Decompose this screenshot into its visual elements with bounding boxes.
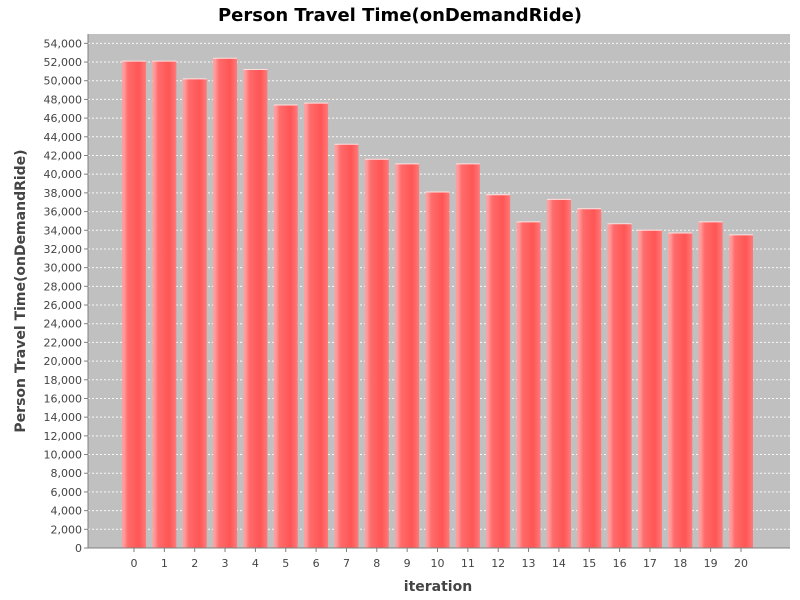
bar-highlight [152,61,156,549]
bar [152,61,177,549]
bar [546,199,571,548]
y-tick-label: 14,000 [44,411,83,424]
chart-title: Person Travel Time(onDemandRide) [218,5,582,26]
bar-highlight [243,69,247,548]
y-tick-label: 48,000 [44,93,83,106]
x-tick-label: 7 [343,557,350,570]
x-tick-label: 8 [373,557,380,570]
bar-highlight [698,221,702,549]
bar [304,103,329,548]
x-axis-label: iteration [404,579,472,595]
x-tick-label: 16 [613,557,627,570]
bar [637,230,662,548]
bar [213,58,238,548]
x-tick-label: 17 [643,557,657,570]
bar [364,159,389,548]
y-tick-label: 44,000 [44,131,83,144]
bar [243,69,268,548]
y-tick-label: 54,000 [44,37,83,50]
bar-highlight [729,234,732,548]
bar [334,144,359,548]
y-tick-label: 36,000 [44,206,83,219]
y-axis-label: Person Travel Time(onDemandRide) [13,149,29,432]
bars [122,57,753,549]
bar [182,78,207,548]
x-tick-label: 19 [704,557,718,570]
y-tick-label: 34,000 [44,224,83,237]
bar-highlight [304,103,308,548]
y-tick-label: 42,000 [44,149,83,162]
x-tick-label: 10 [431,557,445,570]
y-tick-label: 2,000 [51,523,83,536]
bar-highlight [122,61,125,549]
x-tick-label: 6 [313,557,320,570]
x-tick-label: 3 [222,557,229,570]
x-tick-label: 20 [734,557,748,570]
bar-highlight [546,199,550,548]
y-tick-label: 20,000 [44,355,83,368]
y-tick-label: 38,000 [44,187,83,200]
bar-highlight [273,105,277,548]
x-tick-label: 0 [131,557,138,570]
y-tick-label: 18,000 [44,374,83,387]
y-tick-label: 26,000 [44,299,83,312]
bar [577,208,602,548]
bar-highlight [395,163,399,548]
y-tick-label: 4,000 [51,505,83,518]
bar [607,223,632,549]
y-tick-label: 40,000 [44,168,83,181]
bar [698,221,723,549]
x-tick-label: 9 [404,557,411,570]
x-tick-label: 12 [491,557,505,570]
y-tick-label: 32,000 [44,243,83,256]
bar-highlight [486,194,490,548]
bar-highlight [607,223,611,549]
x-tick-label: 15 [582,557,596,570]
x-tick-label: 1 [161,557,168,570]
bar-highlight [637,230,641,548]
y-axis-ticks: 0 2,000 4,000 6,000 8,000 10,000 12,000 14,000 1… [44,37,88,555]
bar [395,163,420,548]
y-tick-label: 16,000 [44,392,83,405]
bar-highlight [668,233,672,549]
x-axis-ticks: 0 1 2 3 4 5 6 7 8 9 10 11 12 13 14 15 16 17 18 19 20 [131,548,748,570]
y-tick-label: 8,000 [51,467,83,480]
bar [729,234,753,548]
bar-highlight [516,221,520,549]
y-tick-label: 46,000 [44,112,83,125]
bar-highlight [425,191,429,549]
bar-highlight [213,58,217,548]
x-tick-label: 13 [522,557,536,570]
bar-highlight [334,144,338,548]
bar [516,221,541,549]
y-tick-label: 24,000 [44,318,83,331]
bar [273,105,298,548]
y-tick-label: 12,000 [44,430,83,443]
y-tick-label: 50,000 [44,75,83,88]
bar [486,194,511,548]
y-tick-label: 0 [75,542,82,555]
x-tick-label: 14 [552,557,566,570]
x-tick-label: 18 [673,557,687,570]
y-tick-label: 30,000 [44,262,83,275]
bar-highlight [364,159,368,548]
y-tick-label: 22,000 [44,336,83,349]
bar-highlight [577,208,581,548]
x-tick-label: 4 [252,557,259,570]
y-tick-label: 52,000 [44,56,83,69]
bar-highlight [455,163,459,548]
bar [122,61,146,549]
x-tick-label: 2 [191,557,198,570]
x-tick-label: 11 [461,557,475,570]
bar [455,163,480,548]
bar [668,233,693,549]
y-tick-label: 10,000 [44,449,83,462]
bar-highlight [182,78,186,548]
y-tick-label: 28,000 [44,280,83,293]
y-tick-label: 6,000 [51,486,83,499]
x-tick-label: 5 [282,557,289,570]
bar [425,191,450,549]
